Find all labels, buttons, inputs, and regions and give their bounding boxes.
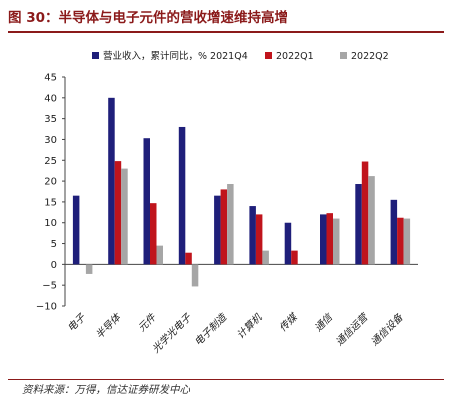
category-label: 计算机 xyxy=(235,311,265,341)
y-tick-label: 15 xyxy=(44,197,57,208)
y-tick-label: 45 xyxy=(44,73,57,84)
y-tick-label: 30 xyxy=(44,135,57,146)
bar-s1-c7 xyxy=(326,213,333,265)
bar-s1-c4 xyxy=(220,189,228,265)
bar-s2-c3 xyxy=(191,264,199,287)
legend-label-2: 2022Q2 xyxy=(351,51,389,62)
y-tick-label: 40 xyxy=(44,93,57,104)
bar-s1-c3 xyxy=(185,252,192,265)
y-tick-label: −10 xyxy=(36,302,57,313)
category-label: 通信运营 xyxy=(333,310,371,348)
bar-s0-c0 xyxy=(72,195,80,265)
bar-s0-c9 xyxy=(390,199,398,265)
bar-s0-c1 xyxy=(108,97,115,265)
category-label: 电子制造 xyxy=(192,311,229,348)
chart-axes: −10 −5 0 5 10 15 20 25 30 35 40 45 xyxy=(36,73,418,313)
bar-s2-c9 xyxy=(403,218,411,265)
legend-label-1: 2022Q1 xyxy=(276,51,314,62)
legend-swatch-0 xyxy=(92,52,99,59)
bar-s0-c2 xyxy=(143,138,150,265)
y-tick-label: 35 xyxy=(44,114,57,125)
chart-bars xyxy=(72,97,411,287)
chart-legend: 营业收入，累计同比，% 2021Q4 2022Q1 2022Q2 xyxy=(92,50,389,62)
legend-swatch-2 xyxy=(340,52,347,59)
title-rule xyxy=(8,31,444,33)
bar-s1-c1 xyxy=(114,161,122,265)
legend-label-0: 营业收入，累计同比，% 2021Q4 xyxy=(103,50,248,62)
bar-s0-c5 xyxy=(249,206,256,265)
y-tick-label: 10 xyxy=(44,218,57,229)
bar-s0-c6 xyxy=(284,222,292,265)
bar-s2-c2 xyxy=(156,245,163,265)
legend-swatch-1 xyxy=(265,52,272,59)
y-tick-label: 0 xyxy=(51,260,57,271)
bar-s0-c8 xyxy=(355,184,362,265)
bar-s0-c4 xyxy=(214,195,221,265)
category-label: 半导体 xyxy=(93,310,124,341)
bar-s2-c1 xyxy=(121,168,128,265)
bar-s2-c4 xyxy=(227,184,234,265)
figure-title: 图 30：半导体与电子元件的营收增速维持高增 xyxy=(8,10,288,26)
bar-s0-c3 xyxy=(178,126,186,265)
bar-s0-c7 xyxy=(320,214,327,265)
source-note: 资料来源：万得，信达证券研发中心 xyxy=(22,384,190,396)
category-label: 传媒 xyxy=(277,310,301,334)
bar-s2-c8 xyxy=(368,176,375,265)
category-label: 电子 xyxy=(65,311,88,334)
bar-s1-c8 xyxy=(361,161,369,265)
bar-s2-c5 xyxy=(262,250,269,265)
bar-s2-c0 xyxy=(85,264,93,274)
category-label: 通信设备 xyxy=(369,311,406,348)
y-tick-label: 5 xyxy=(51,239,57,250)
bar-s1-c9 xyxy=(397,217,404,265)
bar-s1-c6 xyxy=(291,250,298,265)
bar-chart: 营业收入，累计同比，% 2021Q4 2022Q1 2022Q2 −10 −5 0 5 10… xyxy=(36,50,418,355)
footer-rule xyxy=(8,379,444,380)
category-label: 光学光电子 xyxy=(150,311,195,356)
bar-s1-c5 xyxy=(255,214,263,265)
y-tick-label: 25 xyxy=(44,156,57,167)
y-tick-label: −5 xyxy=(42,281,57,292)
category-label: 元件 xyxy=(136,311,159,334)
bar-s2-c7 xyxy=(333,218,340,265)
y-tick-label: 20 xyxy=(44,177,57,188)
category-label: 通信 xyxy=(312,310,336,334)
bar-s1-c2 xyxy=(150,203,157,265)
